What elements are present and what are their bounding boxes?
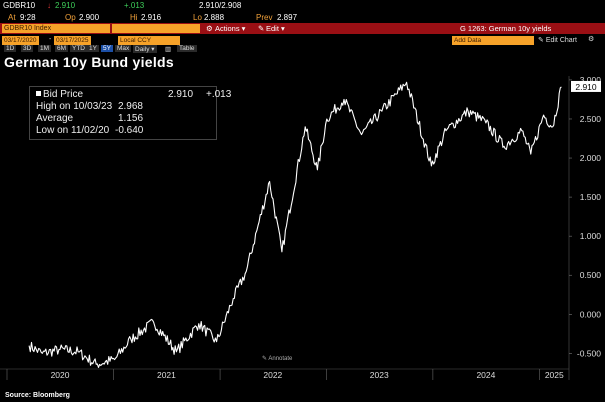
yield-chart[interactable]: 2020 2021 2022 2023 2024 2025 3.000 2.500 2.000… [0,76,605,380]
net-change: +.013 [124,1,145,10]
gear-icon[interactable]: ⚙ [588,36,595,43]
security-field-extension[interactable] [112,24,200,33]
security-field[interactable]: GDBR10 Index [2,24,110,33]
high-label: Hi [130,13,138,22]
period-5y[interactable]: 5Y [101,45,113,52]
quote-details: At 9:28 Op 2.900 Hi 2.916 Lo 2.888 Prev … [0,12,605,23]
edit-chart-label: Edit Chart [545,37,577,44]
y-axis: 3.000 2.500 2.000 1.500 1.000 0.500 0.000 -0.50… [569,76,601,358]
legend-average-value: 1.156 [118,113,144,124]
period-3d[interactable]: 3D [21,45,34,52]
y-tick-label: -0.500 [577,348,601,358]
legend-low-value: -0.640 [115,125,144,136]
command-toolbar: GDBR10 Index ⚙ Actions ▾ ✎ Edit ▾ G 1263… [0,23,605,34]
x-tick-label: 2025 [545,370,564,380]
legend-high-label: High on 10/03/23 [36,101,113,112]
edit-menu[interactable]: Edit ▾ [266,24,285,33]
open-value: 2.900 [79,13,100,22]
legend-row-high: High on 10/03/23 2.968 [36,101,143,113]
legend-average-label: Average [36,113,74,124]
date-range-bar: 03/17/2020 - 03/17/2025 Local CCY Add Da… [0,35,605,45]
actions-menu[interactable]: Actions ▾ [215,24,246,33]
chart-icon[interactable]: ▥ [165,46,172,53]
edit-chart-button[interactable]: ✎ Edit Chart [538,37,577,44]
low-label: Lo [193,13,202,22]
series-line-bid-price [28,81,562,368]
legend-row-low: Low on 11/02/20 -0.640 [36,125,143,137]
currency-field[interactable]: Local CCY [118,36,180,45]
y-tick-label: 0.500 [580,270,602,280]
add-data-field[interactable]: Add Data [452,36,534,45]
x-tick-label: 2024 [476,370,495,380]
period-ytd[interactable]: YTD [70,45,87,52]
x-axis: 2020 2021 2022 2023 2024 2025 [6,369,564,380]
x-tick-label: 2020 [51,370,70,380]
prev-value: 2.897 [277,13,298,22]
y-tick-label: 3.000 [580,76,602,85]
legend-swatch [36,91,41,96]
prev-label: Prev [256,13,273,22]
legend-row-average: Average 1.156 [36,113,143,125]
pencil-icon[interactable]: ✎ [258,24,265,33]
legend-row-bid: Bid Price 2.910 +.013 [36,89,231,101]
down-arrow-icon: ↓ [47,1,51,10]
last-price: 2.910 [55,1,76,10]
legend-panel[interactable]: Bid Price 2.910 +.013 High on 10/03/23 2… [29,86,231,140]
period-max[interactable]: Max [115,45,132,52]
frequency-dropdown[interactable]: Daily ▾ [133,45,157,53]
last-value-label: 2.910 [575,82,597,92]
open-label: Op [65,13,76,22]
legend-bid-value: 2.910 [168,89,194,100]
x-tick-label: 2022 [263,370,282,380]
period-6m[interactable]: 6M [55,45,69,52]
at-value: 9:28 [20,13,36,22]
legend-bid-change: +.013 [206,89,232,100]
x-tick-label: 2021 [157,370,176,380]
y-tick-label: 1.500 [580,192,602,202]
legend-bid-label: Bid Price [43,89,84,100]
bid-ask: 2.910/2.908 [199,1,242,10]
page-title-label: G 1263: German 10y yields [460,24,552,33]
high-value: 2.916 [141,13,162,22]
end-date-field[interactable]: 03/17/2025 [54,36,91,45]
date-separator: - [49,36,52,43]
chart-title: German 10y Bund yields [4,54,174,70]
low-value: 2.888 [204,13,225,22]
x-tick-label: 2023 [370,370,389,380]
y-tick-label: 1.000 [580,231,602,241]
last-value-marker: 2.910 [571,80,601,92]
gear-icon[interactable]: ⚙ [206,24,213,33]
ticker: GDBR10 [3,1,36,10]
y-tick-label: 2.000 [580,153,602,163]
start-date-field[interactable]: 03/17/2020 [2,36,39,45]
period-1m[interactable]: 1M [38,45,52,52]
legend-low-label: Low on 11/02/20 [36,125,110,136]
legend-high-value: 2.968 [117,101,143,112]
annotate-icon: ✎ [262,356,268,362]
period-1y[interactable]: 1Y [87,45,99,52]
y-tick-label: 0.000 [580,309,602,319]
source-note: Source: Bloomberg [5,392,70,399]
y-tick-label: 2.500 [580,114,602,124]
at-label: At [8,13,16,22]
period-1d[interactable]: 1D [4,45,17,52]
annotate-button[interactable]: ✎ Annotate [262,355,292,362]
period-selector: 1D 3D 1M 6M YTD 1Y 5Y Max Daily ▾ ▥ Tabl… [0,44,605,54]
annotate-label: Annotate [268,356,293,362]
table-button[interactable]: Table [177,45,197,52]
quote-bar: GDBR10 ↓ 2.910 +.013 2.910/2.908 [0,0,605,12]
